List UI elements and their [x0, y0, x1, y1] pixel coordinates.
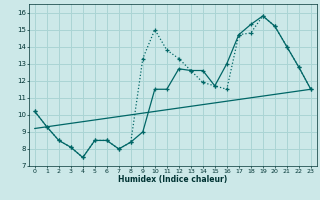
X-axis label: Humidex (Indice chaleur): Humidex (Indice chaleur): [118, 175, 228, 184]
